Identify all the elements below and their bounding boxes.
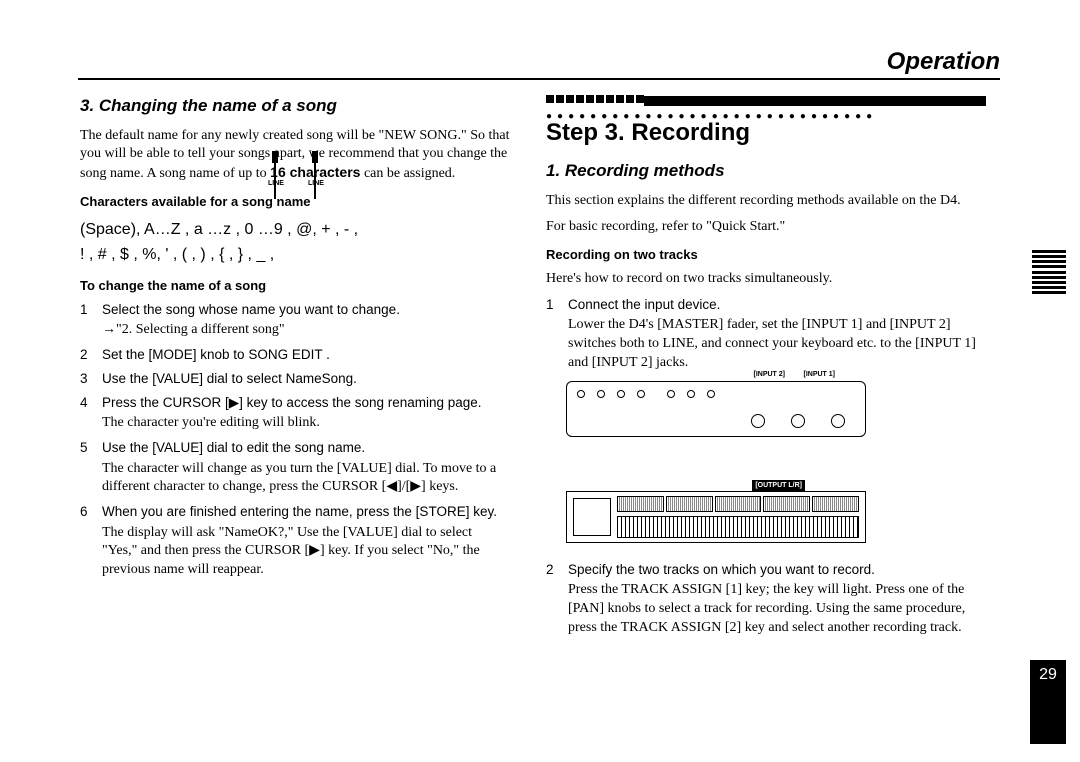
right-column: ●●●●●●●●●●●●●●●●●●●●●●●●●●●●●● Step 3. R… <box>546 95 986 732</box>
change-name-heading: To change the name of a song <box>80 278 510 295</box>
step-2-action: Set the [MODE] knob to SONG EDIT . <box>102 347 330 362</box>
character-list: (Space), A…Z , a …z , 0 …9 , @, + , - , … <box>80 217 510 268</box>
step-6: When you are ﬁnished entering the name, … <box>80 503 510 580</box>
step-6-detail: The display will ask "NameOK?," Use the … <box>102 524 510 581</box>
header-rule <box>78 78 1000 80</box>
input2-label: [INPUT 2] <box>754 370 786 379</box>
rename-steps: Select the song whose name you want to c… <box>80 301 510 581</box>
line-label-2: LINE <box>268 179 284 188</box>
step-1-detail: →"2. Selecting a different song" <box>102 321 510 340</box>
step-1: Select the song whose name you want to c… <box>80 301 510 340</box>
step-3: Use the [VALUE] dial to select NameSong. <box>80 370 510 388</box>
charlist-line1: (Space), A…Z , a …z , 0 …9 , @, + , - , <box>80 217 510 243</box>
step-4-detail: The character you're editing will blink. <box>102 414 510 433</box>
record-steps: Connect the input device. Lower the D4's … <box>546 296 986 373</box>
charlist-line2: ! , # , $ , %, ' , ( , ) , { , } , _ , <box>80 242 510 268</box>
rec-step-1: Connect the input device. Lower the D4's … <box>546 296 986 373</box>
line-label-1: LINE <box>308 179 324 188</box>
two-tracks-intro: Here's how to record on two tracks simul… <box>546 270 986 288</box>
record-steps-cont: Specify the two tracks on which you want… <box>546 561 986 638</box>
subsection-title: 1. Recording methods <box>546 160 986 182</box>
two-tracks-heading: Recording on two tracks <box>546 247 986 264</box>
step-2: Set the [MODE] knob to SONG EDIT . <box>80 346 510 364</box>
intro-paragraph: The default name for any newly created s… <box>80 127 510 184</box>
left-column: 3. Changing the name of a song The defau… <box>80 95 510 732</box>
intro-tail: can be assigned. <box>360 166 455 181</box>
rec-step-1-detail: Lower the D4's [MASTER] fader, set the [… <box>568 316 986 373</box>
page-number: 29 <box>1030 660 1066 744</box>
connection-diagram: [INPUT 1] [INPUT 2] LINE <box>566 381 866 551</box>
side-tab-marker <box>1032 250 1066 294</box>
step-4-action: Press the CURSOR [▶] key to access the s… <box>102 395 482 410</box>
rec-step-2: Specify the two tracks on which you want… <box>546 561 986 638</box>
characters-heading: Characters available for a song name <box>80 194 510 211</box>
methods-intro1: This section explains the different reco… <box>546 192 986 210</box>
step-5-detail: The character will change as you turn th… <box>102 460 510 498</box>
decorative-bar: ●●●●●●●●●●●●●●●●●●●●●●●●●●●●●● <box>546 95 986 111</box>
page-header-title: Operation <box>887 48 1000 76</box>
step-5-action: Use the [VALUE] dial to edit the song na… <box>102 440 365 455</box>
section-title: 3. Changing the name of a song <box>80 95 510 117</box>
step-4: Press the CURSOR [▶] key to access the s… <box>80 394 510 433</box>
methods-intro2: For basic recording, refer to "Quick Sta… <box>546 218 986 236</box>
rec-step-2-action: Specify the two tracks on which you want… <box>568 562 875 577</box>
step-3-action: Use the [VALUE] dial to select NameSong. <box>102 371 357 386</box>
step-6-action: When you are ﬁnished entering the name, … <box>102 504 497 519</box>
input1-label: [INPUT 1] <box>804 370 836 379</box>
keyboard-device: [OUTPUT L/R] <box>566 491 866 543</box>
rec-step-2-detail: Press the TRACK ASSIGN [1] key; the key … <box>568 581 986 638</box>
step-1-action: Select the song whose name you want to c… <box>102 302 400 317</box>
rec-step-1-action: Connect the input device. <box>568 297 720 312</box>
manual-page: Operation 3. Changing the name of a song… <box>0 0 1080 762</box>
two-column-layout: 3. Changing the name of a song The defau… <box>80 95 1000 732</box>
d4-rear-panel: [INPUT 1] [INPUT 2] <box>566 381 866 437</box>
step-5: Use the [VALUE] dial to edit the song na… <box>80 439 510 497</box>
output-label: [OUTPUT L/R] <box>752 480 805 491</box>
